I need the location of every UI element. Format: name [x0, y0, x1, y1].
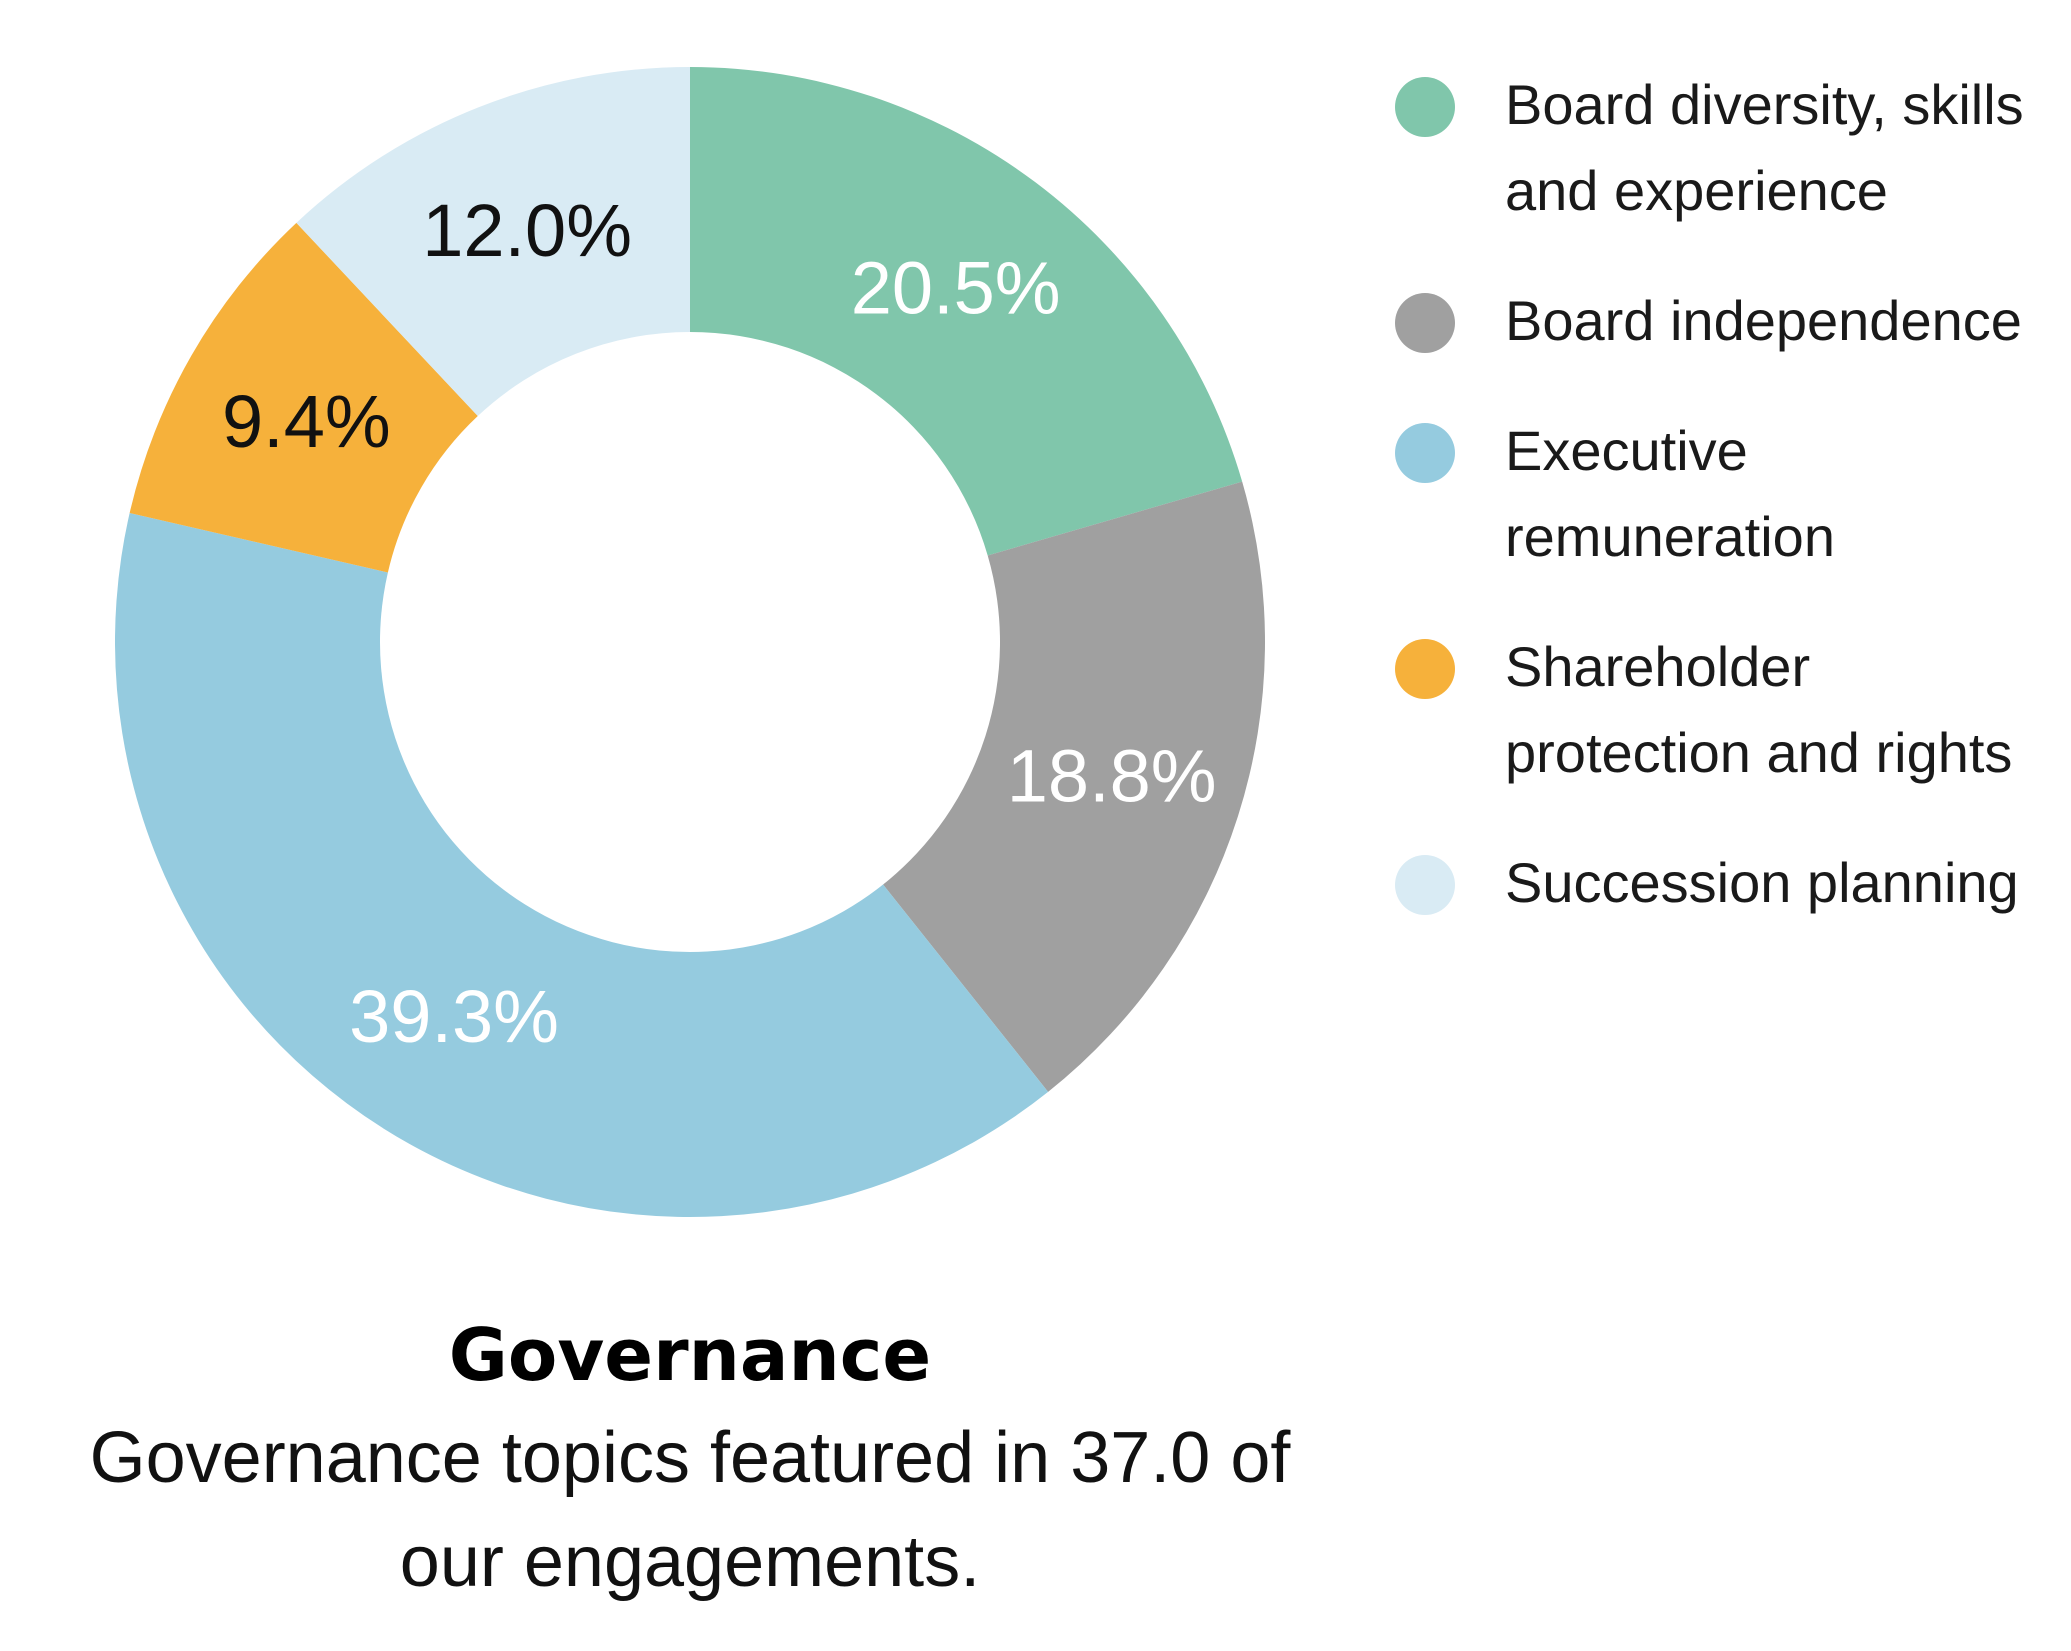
legend-swatch-5	[1395, 855, 1455, 915]
legend-item-4: Shareholder protection and rights	[1395, 624, 2065, 796]
slice-value-label-2: 18.8%	[1007, 735, 1217, 818]
legend-label-4: Shareholder protection and rights	[1505, 635, 2013, 784]
slice-value-label-5: 12.0%	[422, 189, 632, 272]
legend-item-1: Board diversity, skills and experience	[1395, 62, 2065, 234]
slice-value-label-4: 9.4%	[222, 380, 391, 463]
legend-swatch-3	[1395, 423, 1455, 483]
legend-label-1: Board diversity, skills and experience	[1505, 73, 2024, 222]
chart-title: Governance	[448, 1313, 932, 1397]
donut-slice-2	[883, 481, 1265, 1092]
chart-caption: Governance Governance topics featured in…	[0, 1310, 1380, 1614]
chart-subtitle: Governance topics featured in 37.0 of ou…	[89, 1418, 1291, 1602]
legend: Board diversity, skills and experience Bo…	[1395, 62, 2065, 970]
donut-chart-svg: 20.5% 18.8% 39.3% 9.4% 12.0%	[114, 67, 1265, 1217]
donut-slice-4	[129, 222, 478, 573]
slice-value-label-3: 39.3%	[349, 975, 559, 1058]
donut-chart: 20.5% 18.8% 39.3% 9.4% 12.0%	[114, 67, 1265, 1217]
legend-swatch-4	[1395, 639, 1455, 699]
legend-label-2: Board independence	[1505, 289, 2022, 352]
legend-swatch-1	[1395, 77, 1455, 137]
slices-layer	[114, 67, 1265, 1217]
legend-swatch-2	[1395, 293, 1455, 353]
legend-label-5: Succession planning	[1505, 851, 2019, 914]
legend-item-2: Board independence	[1395, 278, 2065, 364]
donut-slice-5	[296, 67, 690, 417]
legend-item-3: Executive remuneration	[1395, 408, 2065, 580]
legend-item-5: Succession planning	[1395, 840, 2065, 926]
donut-slice-1	[690, 67, 1243, 556]
donut-slice-3	[114, 513, 1049, 1217]
slice-labels-layer: 20.5% 18.8% 39.3% 9.4% 12.0%	[222, 189, 1217, 1058]
legend-label-3: Executive remuneration	[1505, 419, 1835, 568]
slice-value-label-1: 20.5%	[851, 247, 1061, 330]
